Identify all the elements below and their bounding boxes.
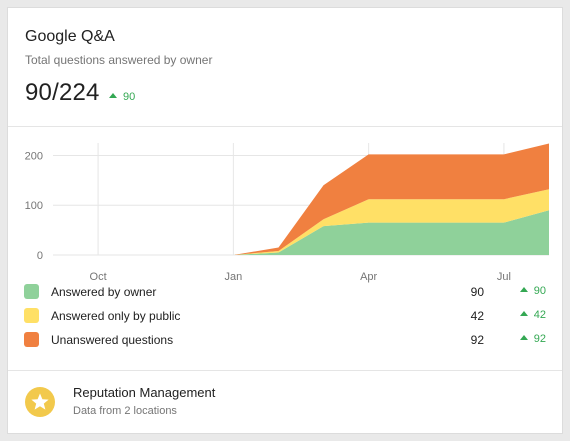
legend-delta-value: 92	[533, 333, 546, 345]
y-tick-label: 0	[37, 250, 43, 262]
area-series-1[interactable]	[53, 210, 549, 255]
area-series-2[interactable]	[53, 189, 549, 255]
legend-item[interactable]: Answered only by public 42 42	[24, 307, 548, 325]
star-icon[interactable]	[25, 387, 55, 417]
divider	[8, 370, 562, 371]
card-subtitle: Total questions answered by owner	[25, 53, 213, 67]
arrow-up-icon	[519, 335, 528, 340]
card-title: Google Q&A	[25, 28, 115, 45]
legend-label: Unanswered questions	[51, 333, 174, 347]
legend-delta-value: 90	[533, 285, 546, 297]
legend-item[interactable]: Unanswered questions 92 92	[24, 331, 548, 349]
divider	[8, 126, 562, 127]
x-tick-label: Oct	[90, 271, 107, 283]
arrow-up-icon	[519, 311, 528, 316]
legend-delta: 92	[519, 333, 546, 345]
legend-label: Answered only by public	[51, 309, 181, 323]
area-series-3[interactable]	[53, 143, 549, 256]
legend-value: 90	[470, 285, 484, 299]
legend-swatch	[24, 284, 39, 299]
reputation-title[interactable]: Reputation Management	[73, 385, 216, 400]
legend-value: 92	[470, 333, 484, 347]
x-tick-label: Jan	[224, 271, 242, 283]
legend-delta: 90	[519, 285, 546, 297]
summary-delta: 90	[109, 91, 135, 103]
reputation-subtitle: Data from 2 locations	[73, 405, 177, 417]
y-tick-label: 200	[25, 150, 43, 162]
x-tick-label: Jul	[497, 271, 511, 283]
summary-delta-value: 90	[123, 91, 136, 103]
stacked-area-chart: 0 100 200 Oct Jan Apr Jul	[25, 143, 549, 283]
legend-delta: 42	[519, 309, 546, 321]
answered-summary: 90/224	[25, 79, 100, 106]
arrow-up-icon	[519, 287, 528, 292]
legend-delta-value: 42	[533, 309, 546, 321]
legend-swatch	[24, 332, 39, 347]
x-tick-label: Apr	[360, 271, 377, 283]
legend-swatch	[24, 308, 39, 323]
legend-value: 42	[470, 309, 484, 323]
legend-label: Answered by owner	[51, 285, 157, 299]
y-tick-label: 100	[25, 200, 43, 212]
google-qa-card: Google Q&A Total questions answered by o…	[7, 7, 563, 434]
legend-item[interactable]: Answered by owner 90 90	[24, 283, 548, 301]
arrow-up-icon	[109, 93, 117, 98]
